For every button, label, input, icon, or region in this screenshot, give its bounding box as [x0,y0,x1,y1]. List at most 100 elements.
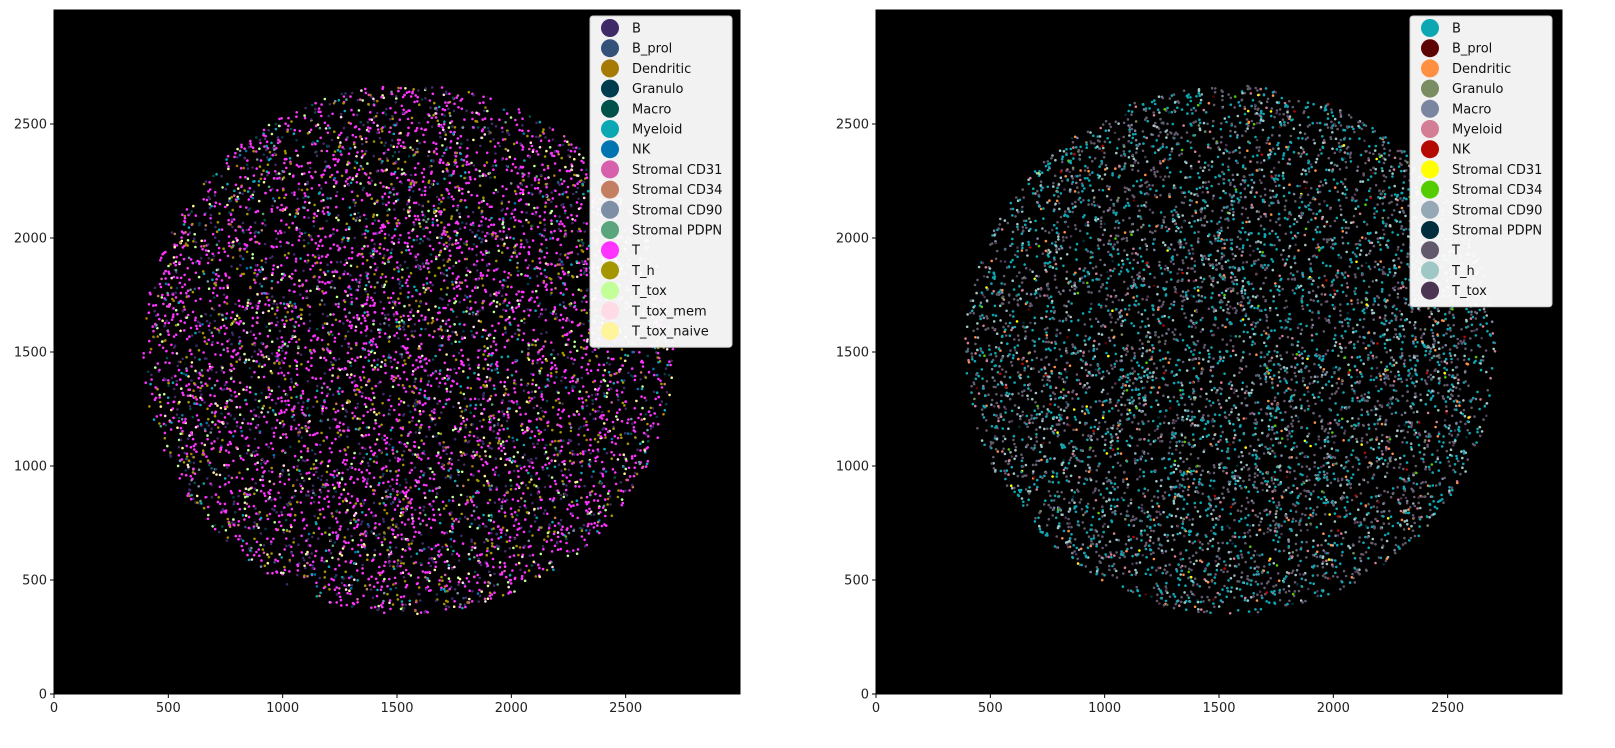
cell-point [385,186,388,189]
cell-point [335,295,339,299]
cell-point [381,474,385,478]
cell-point [156,387,159,391]
cell-point [425,523,429,527]
cell-point [219,326,223,329]
cell-point [456,576,460,579]
cell-point [148,405,151,408]
cell-point [238,454,242,458]
cell-point [519,188,523,191]
cell-point [466,306,469,309]
cell-point [301,556,305,560]
cell-point [379,322,382,326]
cell-point [429,106,432,109]
cell-point [646,446,650,449]
cell-point [290,337,293,341]
cell-point [481,463,485,467]
cell-point [451,379,454,383]
cell-point [387,561,391,564]
cell-point [545,540,549,543]
cell-point [288,570,291,573]
cell-point [485,538,488,541]
cell-point [186,289,190,293]
cell-point [655,415,658,419]
cell-point [615,389,619,392]
cell-point [322,560,326,564]
cell-point [368,471,371,475]
cell-point [464,294,467,297]
cell-point [618,408,621,411]
cell-point [262,484,265,488]
cell-point [313,275,317,278]
cell-point [563,467,567,471]
cell-point [218,212,221,215]
cell-point [205,477,209,480]
cell-point [169,428,173,431]
cell-point [549,311,552,315]
cell-point [281,340,285,344]
cell-point [462,596,465,600]
cell-point [378,425,381,428]
cell-point [220,228,224,231]
cell-point [304,459,307,463]
cell-point [415,552,419,555]
cell-point [355,297,358,300]
cell-point [358,219,362,222]
cell-point [527,458,530,462]
cell-point [204,312,207,316]
cell-point [370,364,374,367]
cell-point [280,513,284,517]
cell-point [396,562,400,565]
cell-point [209,213,213,217]
cell-point [312,335,315,338]
cell-point [492,527,495,530]
cell-point [357,468,361,472]
cell-point [382,472,385,476]
cell-point [554,482,558,486]
cell-point [204,382,207,386]
cell-point [309,166,312,170]
cell-point [501,593,505,597]
cell-point [553,214,557,218]
cell-point [448,299,451,303]
cell-point [283,157,287,161]
cell-point [176,276,179,280]
cell-point [401,458,405,461]
cell-point [263,137,267,141]
cell-point [415,139,419,143]
cell-point [383,283,387,287]
cell-point [373,202,377,205]
cell-point [328,588,331,591]
cell-point [382,247,386,251]
cell-point [551,366,554,369]
cell-point [457,189,461,192]
cell-point [662,413,665,416]
cell-point [321,210,325,213]
cell-point [492,336,496,340]
cell-point [270,498,273,502]
cell-point [297,401,300,405]
cell-point [260,292,264,295]
cell-point [261,478,265,482]
cell-point [613,372,616,376]
cell-point [567,468,571,472]
cell-point [473,546,477,550]
cell-point [180,473,184,476]
cell-point [189,288,192,292]
cell-point [492,168,495,171]
cell-point [469,387,473,390]
cell-point [423,193,427,197]
cell-point [528,460,532,464]
cell-point [456,141,459,145]
cell-point [581,385,585,388]
cell-point [459,99,463,102]
cell-point [339,112,343,116]
cell-point [303,564,306,568]
cell-point [602,413,605,417]
cell-point [539,552,543,556]
cell-point [263,494,267,498]
cell-point [308,170,311,174]
cell-point [586,524,590,528]
cell-point [361,567,364,570]
cell-point [534,390,537,393]
cell-point [567,441,570,445]
